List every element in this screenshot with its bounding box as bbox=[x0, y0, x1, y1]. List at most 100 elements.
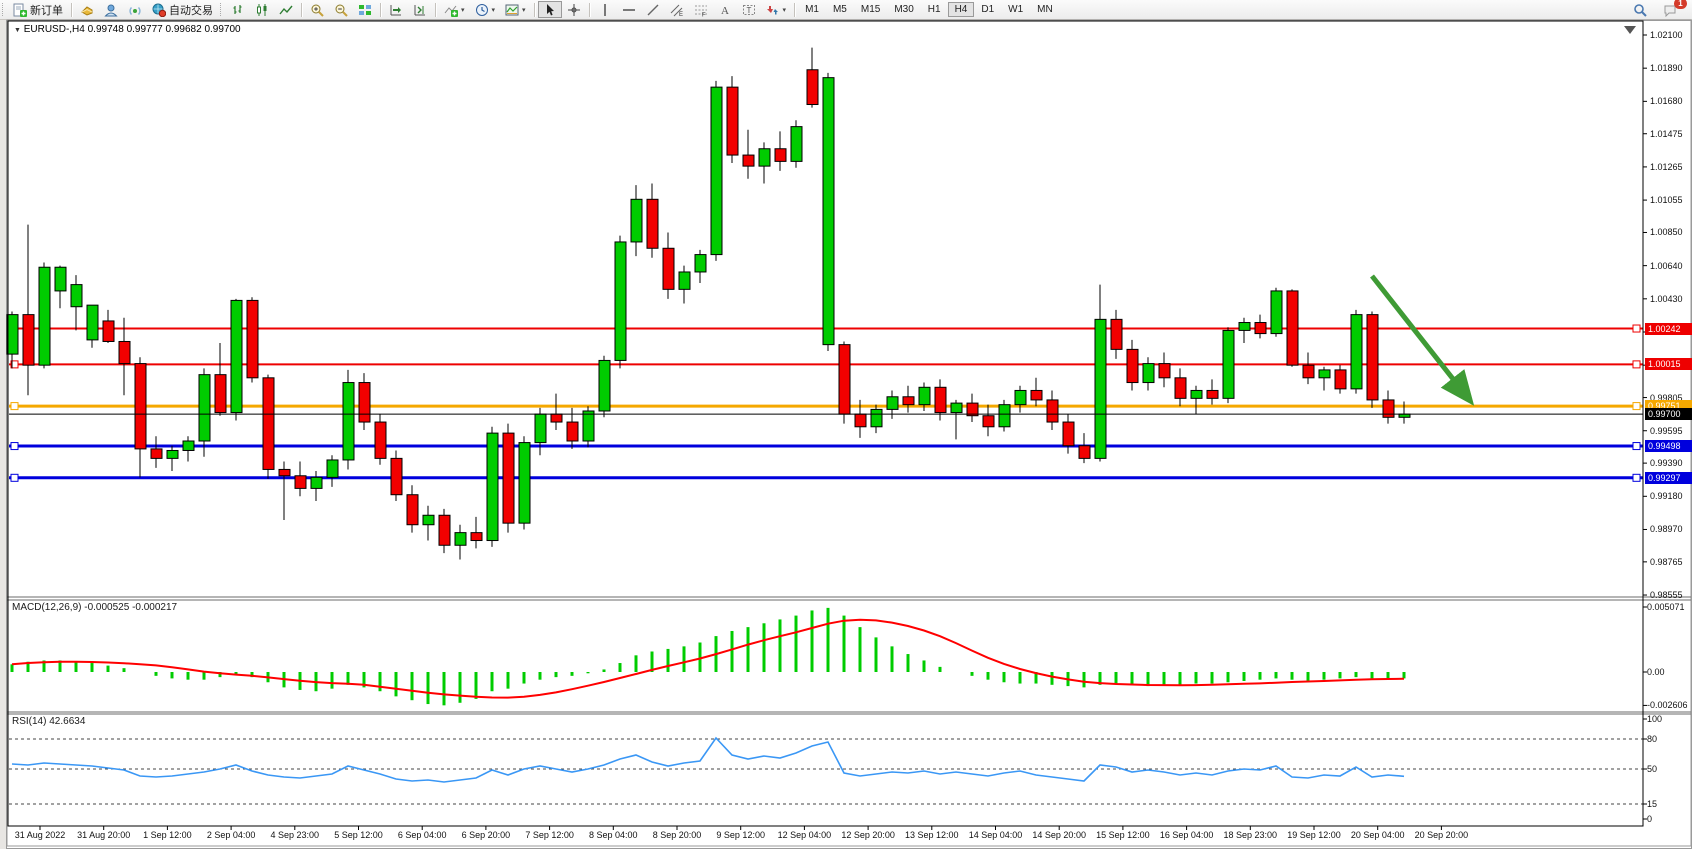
price-tick-label: 1.00850 bbox=[1650, 227, 1683, 238]
timeframe-button-h1[interactable]: H1 bbox=[921, 2, 948, 17]
line-anchor[interactable] bbox=[10, 402, 19, 411]
toolbar-separator bbox=[380, 2, 381, 17]
price-line-badge: 0.99297 bbox=[1645, 471, 1692, 484]
zoom-in-button[interactable] bbox=[305, 1, 329, 18]
price-tick-label: 1.01890 bbox=[1650, 63, 1683, 74]
macd-value: -0.000525 bbox=[84, 602, 130, 613]
candle-body bbox=[982, 415, 995, 428]
toolbar-grip[interactable] bbox=[2, 3, 6, 16]
dropdown-caret-icon: ▾ bbox=[491, 6, 496, 14]
candle-body bbox=[214, 374, 227, 414]
line-anchor[interactable] bbox=[1632, 473, 1641, 482]
candle-body bbox=[1206, 389, 1219, 399]
price-tick-label: 0.99595 bbox=[1650, 425, 1683, 436]
time-tick-label: 19 Sep 12:00 bbox=[1287, 830, 1341, 840]
crosshair-tool-button[interactable] bbox=[562, 1, 586, 18]
templates-button[interactable]: ▾ bbox=[500, 1, 531, 18]
line-anchor[interactable] bbox=[1632, 402, 1641, 411]
price-line-badge: 0.99498 bbox=[1645, 440, 1692, 453]
trendline-tool-button[interactable] bbox=[641, 1, 665, 18]
ohlc-high: 0.99777 bbox=[126, 24, 163, 35]
timeframe-button-m15[interactable]: M15 bbox=[854, 2, 887, 17]
equidistant-channel-tool-button[interactable]: E bbox=[665, 1, 689, 18]
main-toolbar: 新订单 自动交易 bbox=[0, 0, 1692, 20]
chart-shift-marker[interactable] bbox=[1624, 26, 1636, 34]
candle-body bbox=[342, 382, 355, 461]
svg-text:E: E bbox=[679, 12, 683, 17]
price-tick-label: 0.99390 bbox=[1650, 458, 1683, 469]
line-anchor[interactable] bbox=[10, 473, 19, 482]
symbol-period-label: EURUSD-,H4 bbox=[23, 24, 85, 35]
candle-body bbox=[742, 154, 755, 167]
rsi-tick-label: 80 bbox=[1647, 734, 1658, 744]
bar-chart-button[interactable] bbox=[226, 1, 250, 18]
market-depth-button[interactable] bbox=[75, 1, 99, 18]
text-icon: A bbox=[718, 3, 732, 17]
timeframe-button-d1[interactable]: D1 bbox=[974, 2, 1001, 17]
price-tick-label: 1.01265 bbox=[1650, 161, 1683, 172]
periods-button[interactable]: ▾ bbox=[470, 1, 501, 18]
arrows-icon bbox=[766, 3, 780, 17]
candle-body bbox=[22, 314, 35, 366]
line-anchor[interactable] bbox=[1632, 442, 1641, 451]
timeframe-button-w1[interactable]: W1 bbox=[1001, 2, 1030, 17]
chat-button[interactable]: 1 bbox=[1658, 0, 1687, 18]
candle-body bbox=[102, 320, 115, 342]
tile-windows-button[interactable] bbox=[353, 1, 377, 18]
line-anchor[interactable] bbox=[10, 360, 19, 369]
new-order-button[interactable]: 新订单 bbox=[8, 1, 68, 18]
candle-body bbox=[1270, 290, 1283, 335]
toolbar-grip[interactable] bbox=[220, 3, 224, 16]
candle-body bbox=[262, 377, 275, 470]
line-anchor[interactable] bbox=[1632, 324, 1641, 333]
timeframe-button-m1[interactable]: M1 bbox=[798, 2, 826, 17]
auto-scroll-icon bbox=[389, 3, 403, 17]
signals-button[interactable] bbox=[123, 1, 147, 18]
trend-arrow-annotation[interactable] bbox=[1370, 274, 1475, 406]
candle-body bbox=[166, 449, 179, 459]
timeframe-button-h4[interactable]: H4 bbox=[947, 2, 975, 17]
rsi-tick-label: 50 bbox=[1647, 764, 1658, 774]
toolbar-separator bbox=[533, 2, 535, 17]
horizontal-line-tool-button[interactable] bbox=[617, 1, 641, 18]
candle-body bbox=[1126, 348, 1139, 384]
candle-body bbox=[198, 374, 211, 442]
zoom-out-icon bbox=[334, 3, 348, 17]
candle-body bbox=[454, 532, 467, 546]
vertical-line-tool-button[interactable] bbox=[593, 1, 617, 18]
indicators-button[interactable]: ▾ bbox=[439, 1, 470, 18]
community-button[interactable] bbox=[99, 1, 123, 18]
cursor-tool-button[interactable] bbox=[537, 1, 562, 18]
chart-shift-button[interactable] bbox=[408, 1, 432, 18]
candle-body bbox=[1110, 318, 1123, 350]
timeframe-button-m30[interactable]: M30 bbox=[887, 2, 920, 17]
time-tick-label: 14 Sep 20:00 bbox=[1032, 830, 1086, 840]
line-chart-button[interactable] bbox=[274, 1, 298, 18]
candle-body bbox=[150, 448, 163, 459]
candlestick-chart-button[interactable] bbox=[250, 1, 274, 18]
price-tick-label: 0.98765 bbox=[1650, 556, 1683, 567]
search-button[interactable] bbox=[1628, 1, 1652, 18]
tile-windows-icon bbox=[358, 3, 372, 17]
text-tool-button[interactable]: A bbox=[713, 1, 737, 18]
candle-body bbox=[1318, 369, 1331, 379]
timeframe-button-mn[interactable]: MN bbox=[1030, 2, 1060, 17]
fibonacci-tool-button[interactable]: F bbox=[689, 1, 713, 18]
line-anchor[interactable] bbox=[10, 442, 19, 451]
zoom-out-button[interactable] bbox=[329, 1, 353, 18]
macd-indicator-label: MACD(12,26,9) -0.000525 -0.000217 bbox=[12, 602, 177, 613]
candle-body bbox=[438, 514, 451, 546]
price-line-badge: 0.99700 bbox=[1645, 408, 1692, 421]
autotrading-icon bbox=[152, 3, 167, 17]
timeframe-button-m5[interactable]: M5 bbox=[826, 2, 854, 17]
arrows-tool-button[interactable]: ▾ bbox=[761, 1, 792, 18]
autotrading-button[interactable]: 自动交易 bbox=[147, 1, 218, 18]
price-tick-label: 1.00430 bbox=[1650, 293, 1683, 304]
time-tick-label: 7 Sep 12:00 bbox=[525, 830, 574, 840]
time-tick-label: 1 Sep 12:00 bbox=[143, 830, 192, 840]
quick-trade-toggle[interactable]: ▼ bbox=[14, 27, 21, 34]
line-anchor[interactable] bbox=[1632, 360, 1641, 369]
text-label-tool-button[interactable]: T bbox=[737, 1, 761, 18]
auto-scroll-button[interactable] bbox=[384, 1, 408, 18]
